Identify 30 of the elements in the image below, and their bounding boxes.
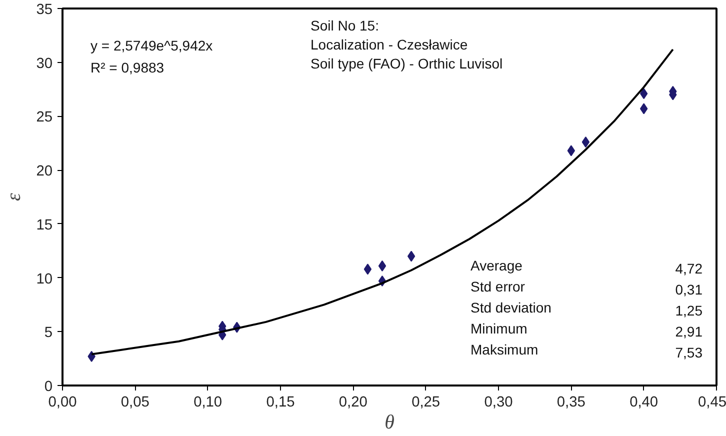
x-tick-label: 0,20 (338, 394, 368, 410)
annotation: Soil type (FAO) - Orthic Luvisol (310, 56, 503, 72)
annotation: y = 2,5749e^5,942x (90, 38, 213, 54)
y-tick-label: 15 (36, 217, 53, 234)
y-tick-label: 35 (36, 2, 53, 18)
x-axis-title: θ (384, 412, 395, 434)
text: Average 4,72 (470, 258, 702, 276)
x-tick-label: 0,35 (556, 394, 586, 410)
y-tick-label: 20 (36, 164, 53, 180)
text: Std error 0,31 (470, 278, 702, 298)
y-tick-label: 0 (44, 379, 53, 395)
x-tick-label: 0,45 (698, 394, 726, 410)
x-tick-label: 0,00 (48, 394, 77, 410)
x-tick-label: 0,15 (266, 394, 295, 410)
y-tick-label: 25 (36, 110, 53, 126)
y-tick-label: 5 (44, 325, 53, 342)
x-tick-label: 0,25 (412, 394, 440, 410)
annotation: R² = 0,9883 (90, 60, 164, 76)
annotation: Localization - Czesławice (310, 36, 468, 52)
text: Std deviation 1,25 (470, 300, 702, 318)
x-tick-label: 0,30 (484, 394, 513, 410)
y-tick-label: 10 (36, 271, 53, 288)
x-tick-label: 0,05 (120, 394, 150, 410)
x-tick-label: 0,10 (194, 394, 222, 410)
x-tick-label: 0,40 (630, 394, 658, 410)
text: Maksimum 7,53 (470, 342, 702, 360)
y-axis-title: ε (3, 192, 26, 201)
text: Minimum 2,91 (470, 320, 702, 340)
annotation: Soil No 15: (310, 18, 379, 34)
y-tick-label: 30 (36, 56, 53, 72)
